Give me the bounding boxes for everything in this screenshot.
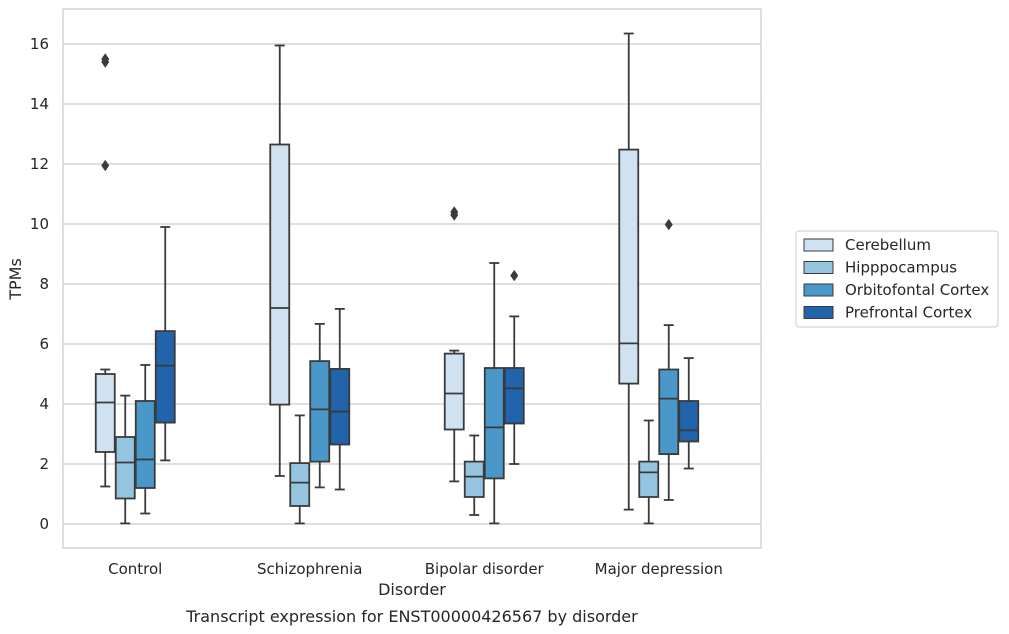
y-tick-label: 10 [30, 215, 49, 233]
box-prefrontal-cortex [329, 307, 351, 491]
iqr-box [94, 373, 116, 453]
plot-marks [94, 32, 700, 525]
iqr-box [618, 148, 640, 385]
legend-label: Cerebellum [845, 236, 931, 254]
iqr-box [638, 460, 660, 498]
y-tick-label: 0 [39, 515, 49, 533]
iqr-box [134, 400, 156, 489]
legend-swatch [803, 283, 834, 297]
x-tick-label: Control [108, 560, 162, 578]
box-hipppocampus [289, 414, 311, 525]
y-tick-labels: 0 2 4 6 8 10 12 14 16 [30, 35, 49, 533]
y-axis-title: TPMs [6, 258, 25, 301]
iqr-box [483, 367, 505, 480]
legend-swatch [803, 261, 834, 274]
legend-swatch [803, 238, 834, 252]
legend-label: Prefrontal Cortex [845, 304, 972, 322]
iqr-box [503, 367, 525, 425]
y-tick-label: 2 [39, 455, 49, 473]
iqr-box [154, 330, 176, 424]
grid-lines [63, 43, 761, 525]
box-cerebellum [94, 53, 116, 488]
x-tick-label: Bipolar disorder [425, 560, 545, 578]
y-tick-label: 6 [39, 335, 49, 353]
y-tick-label: 14 [30, 95, 49, 113]
outlier-point [510, 269, 519, 282]
iqr-box [658, 368, 680, 455]
iqr-box [463, 460, 485, 498]
legend: Cerebellum Hipppocampus Orbitofontal Corte… [795, 230, 999, 328]
box-orbitofontal-cortex [658, 218, 680, 501]
box-cerebellum [618, 32, 640, 511]
x-tick-label: Major depression [595, 560, 723, 578]
outlier-point [101, 159, 110, 172]
iqr-box [329, 367, 351, 446]
legend-frame [795, 230, 999, 328]
legend-label: Orbitofontal Cortex [845, 281, 989, 299]
chart-caption: Transcript expression for ENST0000042656… [185, 607, 638, 626]
box-cerebellum [269, 44, 291, 477]
plot-frame [62, 8, 762, 549]
box-hipppocampus [463, 434, 485, 516]
box-orbitofontal-cortex [483, 262, 505, 525]
box-hipppocampus [114, 394, 136, 525]
box-orbitofontal-cortex [309, 322, 331, 489]
outlier-point [664, 218, 673, 231]
y-tick-label: 4 [39, 395, 49, 413]
outlier-point [101, 53, 110, 65]
iqr-box [443, 352, 465, 431]
box-prefrontal-cortex [503, 269, 525, 465]
x-tick-label: Schizophrenia [257, 560, 362, 578]
box-hipppocampus [638, 419, 660, 525]
outlier-point [450, 206, 459, 218]
iqr-box [289, 462, 311, 507]
box-prefrontal-cortex [154, 226, 176, 462]
iqr-box [309, 360, 331, 463]
y-tick-label: 16 [30, 35, 49, 53]
x-axis-title: Disorder [378, 580, 446, 599]
iqr-box [114, 436, 136, 500]
box-cerebellum [443, 206, 465, 483]
box-orbitofontal-cortex [134, 364, 156, 515]
box-prefrontal-cortex [678, 357, 700, 470]
legend-swatch [803, 306, 834, 319]
y-tick-label: 8 [39, 275, 49, 293]
y-tick-label: 12 [30, 155, 49, 173]
legend-label: Hipppocampus [845, 259, 957, 277]
iqr-box [678, 400, 700, 443]
iqr-box [269, 143, 291, 406]
x-tick-labels: Control Schizophrenia Bipolar disorder Majo… [108, 560, 723, 578]
